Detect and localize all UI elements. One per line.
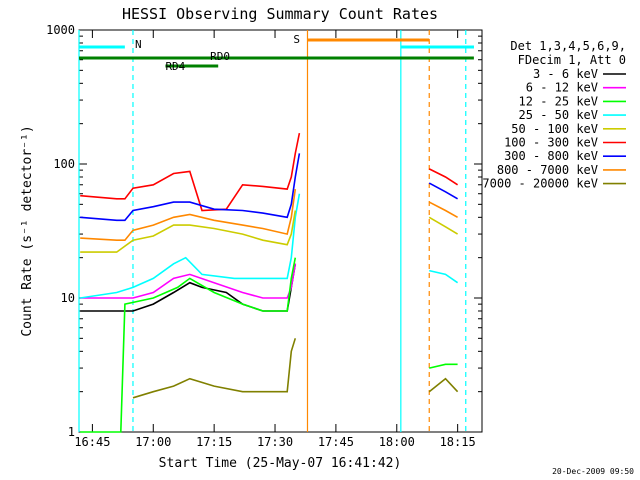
legend-label: 100 - 300 keV xyxy=(504,136,598,150)
legend-label: 300 - 800 keV xyxy=(504,149,598,163)
y-axis-label: Count Rate (s⁻¹ detector⁻¹) xyxy=(20,125,35,336)
x-tick-label: 18:15 xyxy=(440,435,476,449)
series-line xyxy=(428,182,459,200)
legend-label: 7000 - 20000 keV xyxy=(482,177,598,191)
series-line xyxy=(80,257,297,433)
y-tick-label: 1 xyxy=(68,425,75,439)
x-axis-label: Start Time (25-May-07 16:41:42) xyxy=(159,456,402,471)
legend-label: 12 - 25 keV xyxy=(519,94,598,108)
annotation-label: S xyxy=(293,33,300,46)
legend-label: 6 - 12 keV xyxy=(526,81,598,95)
x-tick-label: 17:30 xyxy=(257,435,293,449)
legend-label: 25 - 50 keV xyxy=(519,108,598,122)
x-tick-label: 17:45 xyxy=(318,435,354,449)
series-line xyxy=(80,132,301,212)
legend-label: 3 - 6 keV xyxy=(533,67,598,81)
series-line xyxy=(80,263,297,299)
series-line xyxy=(429,269,459,284)
series-line xyxy=(80,263,297,312)
x-tick-label: 16:45 xyxy=(74,435,110,449)
series-line xyxy=(428,216,459,235)
legend-label: 50 - 100 keV xyxy=(511,122,598,136)
series-layer xyxy=(80,132,459,433)
series-line xyxy=(80,153,301,222)
series-line xyxy=(428,377,459,393)
series-line xyxy=(80,188,297,241)
annotation-label: RD0 xyxy=(210,50,230,63)
axis-ticks: 16:45 17:00 17:15 17:30 17:45 18:00 18:15 1 10 10… xyxy=(46,23,482,449)
x-tick-label: 17:15 xyxy=(196,435,232,449)
series-line xyxy=(132,338,297,399)
annotation-label: RD4 xyxy=(165,60,185,73)
y-tick-label: 100 xyxy=(53,157,75,171)
y-tick-label: 10 xyxy=(61,291,75,305)
series-line xyxy=(80,210,297,253)
x-tick-label: 17:00 xyxy=(135,435,171,449)
x-tick-label: 18:00 xyxy=(379,435,415,449)
series-line xyxy=(428,201,458,218)
generation-timestamp: 20-Dec-2009 09:50 xyxy=(552,467,634,476)
annotation-label: N xyxy=(135,38,142,51)
chart-title: HESSI Observing Summary Count Rates xyxy=(122,5,438,23)
y-tick-label: 1000 xyxy=(46,23,75,37)
series-line xyxy=(80,193,301,299)
plot-frame xyxy=(78,29,483,433)
attenuator-and-saa-markers: N S RD0 RD4 xyxy=(78,30,474,432)
series-line xyxy=(428,168,459,186)
series-line xyxy=(429,363,458,369)
legend-header-detectors: Det 1,3,4,5,6,9, xyxy=(510,39,626,53)
legend-label: 800 - 7000 keV xyxy=(497,163,598,177)
legend-header-fdecim: FDecim 1, Att 0 xyxy=(518,53,626,67)
